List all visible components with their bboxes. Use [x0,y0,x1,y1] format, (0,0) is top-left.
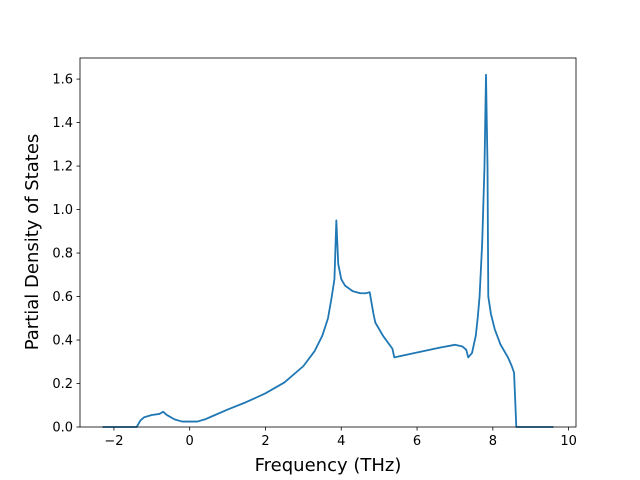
y-tick-label: 1.4 [52,116,73,131]
y-tick-label: 1.6 [52,73,73,88]
x-tick-label: −2 [104,434,123,449]
x-axis-label: Frequency (THz) [255,455,402,476]
x-tick-label: 4 [337,434,345,449]
x-tick-label: 0 [186,434,194,449]
x-tick-label: 10 [560,434,577,449]
y-tick-label: 0.8 [52,247,73,262]
y-axis-label: Partial Density of States [22,134,43,351]
x-tick-label: 2 [261,434,269,449]
plot-frame [79,57,577,428]
x-tick-label: 6 [413,434,421,449]
y-tick-label: 0.6 [52,290,73,305]
y-tick-label: 1.0 [52,203,73,218]
y-tick-label: 0.2 [52,377,73,392]
data-line [102,73,554,428]
y-tick-label: 0.0 [52,421,73,436]
y-tick-label: 0.4 [52,334,73,349]
y-tick-label: 1.2 [52,160,73,175]
x-tick-label: 8 [489,434,497,449]
